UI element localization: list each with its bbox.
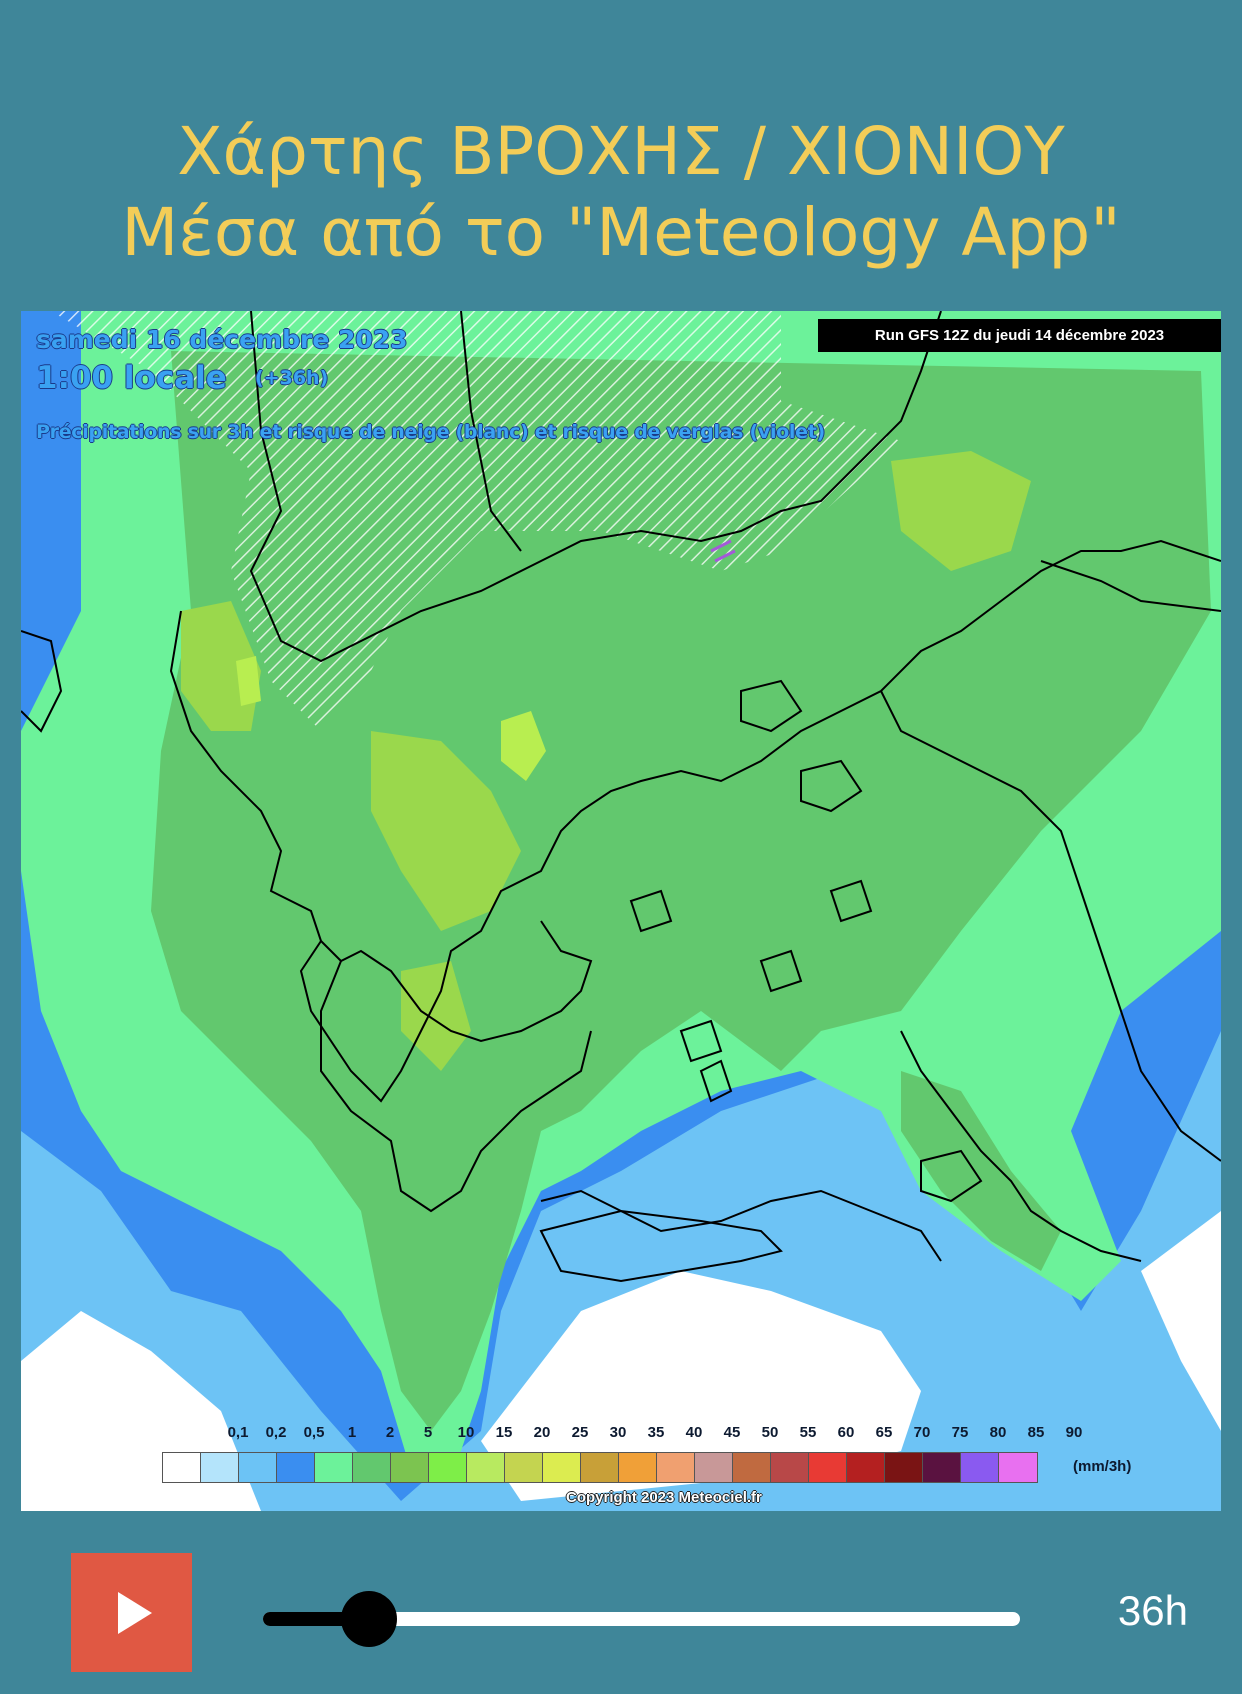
scale-tick-label: 55 [799,1424,817,1441]
scale-swatch [809,1453,847,1482]
forecast-date: samedi 16 décembre 2023 [36,325,408,354]
forecast-hour-label: 36h [1117,1587,1188,1634]
green-zone-east [901,1071,1061,1271]
scale-tick-label: 65 [875,1424,893,1441]
yellow-green-zone-1 [371,731,521,931]
scale-tick-label: 0,2 [265,1424,287,1441]
scale-tick-label: 5 [423,1424,433,1441]
timeline-slider[interactable] [263,1612,1020,1626]
scale-tick-label: 90 [1065,1424,1083,1441]
lime-spot-2 [236,656,261,706]
scale-tick-label: 20 [533,1424,551,1441]
scale-tick-label: 1 [347,1424,357,1441]
scale-swatch [391,1453,429,1482]
scale-tick-label: 0,1 [227,1424,249,1441]
scale-swatch [999,1453,1037,1482]
scale-tick-label: 45 [723,1424,741,1441]
player-controls: 36h [0,1511,1242,1694]
scale-swatch [505,1453,543,1482]
scale-swatch [163,1453,201,1482]
scale-tick-labels: 0,1 0,2 0,5 1 2 5 10 15 20 25 30 35 40 45 50 55 60 65 70 75… [171,1424,1083,1446]
scale-unit: (mm/3h) [1073,1458,1132,1475]
scale-swatch [353,1453,391,1482]
scale-swatch [277,1453,315,1482]
scale-swatch [885,1453,923,1482]
forecast-offset: (+36h) [255,367,329,389]
scale-swatch [961,1453,999,1482]
scale-swatch [619,1453,657,1482]
copyright: Copyright 2023 Meteociel.fr [566,1489,762,1506]
snow-zone-se [1141,1211,1221,1431]
scale-swatch [733,1453,771,1482]
precipitation-color-scale [162,1452,1038,1483]
precipitation-map: samedi 16 décembre 2023 1:00 locale (+36… [21,311,1221,1511]
scale-tick-label: 40 [685,1424,703,1441]
forecast-time: 1:00 locale [36,360,227,396]
islands [539,679,983,1283]
scale-tick-label: 25 [571,1424,589,1441]
yellow-green-zone-4 [401,961,471,1071]
scale-swatch [315,1453,353,1482]
scale-tick-label: 30 [609,1424,627,1441]
timeline-thumb[interactable] [340,1591,397,1647]
scale-tick-label: 10 [457,1424,475,1441]
scale-tick-label: 70 [913,1424,931,1441]
scale-tick-label: 2 [385,1424,395,1441]
scale-swatch [581,1453,619,1482]
scale-tick-label: 60 [837,1424,855,1441]
model-run-label: Run GFS 12Z du jeudi 14 décembre 2023 [818,319,1221,352]
snow-risk-hatch [51,311,901,731]
ice-risk-mark [710,539,736,563]
scale-swatch [543,1453,581,1482]
scale-tick-label: 0,5 [303,1424,325,1441]
scale-tick-label: 35 [647,1424,665,1441]
scale-swatch [429,1453,467,1482]
scale-tick-label: 85 [1027,1424,1045,1441]
scale-swatch [771,1453,809,1482]
scale-tick-label: 75 [951,1424,969,1441]
header: Χάρτης ΒΡΟΧΗΣ / ΧΙΟΝΙΟΥ Μέσα από το "Met… [0,0,1242,311]
scale-swatch [239,1453,277,1482]
scale-swatch [847,1453,885,1482]
scale-tick-label: 50 [761,1424,779,1441]
map-description: Précipitations sur 3h et risque de neige… [36,421,825,443]
scale-tick-label: 15 [495,1424,513,1441]
scale-swatch [657,1453,695,1482]
scale-swatch [201,1453,239,1482]
scale-swatch [923,1453,961,1482]
snow-zone-aegean [481,1271,921,1501]
scale-tick-label: 80 [989,1424,1007,1441]
title-line-2: Μέσα από το "Meteology App" [121,194,1121,271]
scale-swatch [695,1453,733,1482]
play-button[interactable] [71,1553,192,1672]
green-zone [151,351,1211,1431]
coastlines [21,311,1221,1262]
map-graphic [21,311,1221,1511]
lime-spot-1 [501,711,546,781]
play-icon [118,1592,152,1634]
title-line-1: Χάρτης ΒΡΟΧΗΣ / ΧΙΟΝΙΟΥ [177,113,1065,190]
yellow-green-zone-2 [891,451,1031,571]
scale-swatch [467,1453,505,1482]
